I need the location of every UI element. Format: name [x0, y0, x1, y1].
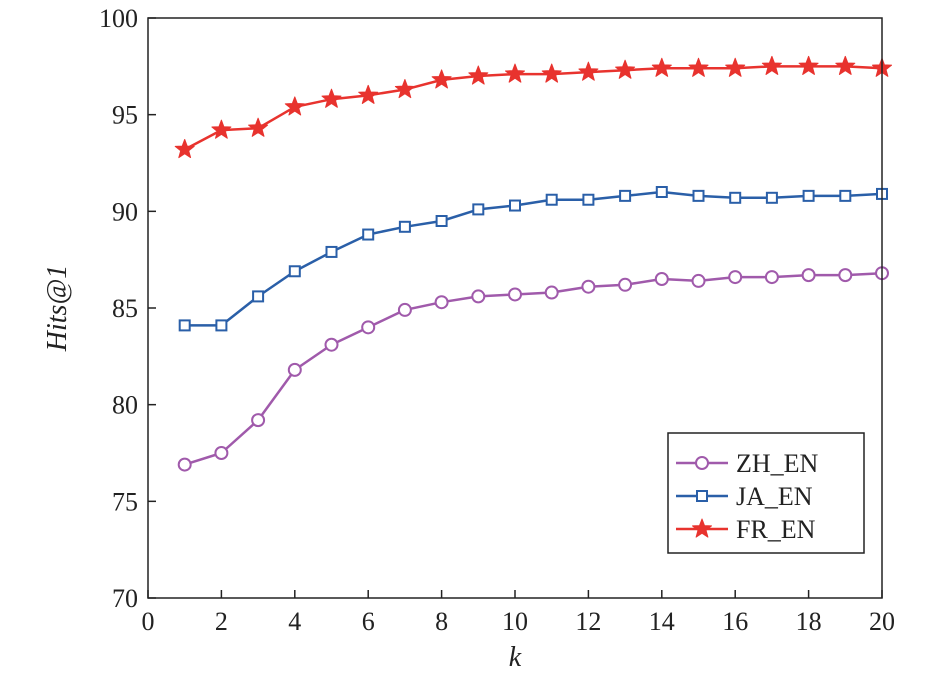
data-point-zh-en: [177, 457, 192, 472]
data-point-ja-en: [655, 186, 668, 198]
data-point-zh-en: [838, 268, 853, 283]
data-point-fr-en: [798, 55, 819, 75]
legend-entry-zh-en: ZH_EN: [676, 449, 819, 478]
series-layer: [174, 55, 893, 472]
y-tick-label: 90: [112, 197, 138, 226]
legend-label: ZH_EN: [736, 449, 819, 478]
data-point-fr-en: [468, 65, 489, 85]
data-point-zh-en: [508, 287, 522, 302]
x-tick-label: 4: [288, 607, 301, 636]
data-point-zh-en: [728, 270, 743, 285]
x-tick-label: 16: [722, 607, 748, 636]
data-point-ja-en: [582, 193, 595, 206]
data-point-ja-en: [398, 220, 411, 233]
data-point-zh-en: [397, 302, 412, 317]
data-point-ja-en: [619, 189, 632, 202]
legend-marker: [695, 456, 709, 470]
data-point-zh-en: [801, 268, 816, 283]
data-point-ja-en: [252, 290, 265, 303]
data-point-zh-en: [471, 289, 486, 304]
series-line-ja-en: [184, 190, 883, 327]
data-point-fr-en: [835, 55, 856, 75]
data-point-ja-en: [509, 199, 521, 212]
x-tick-label: 14: [649, 607, 675, 636]
y-tick-label: 75: [112, 487, 138, 516]
series-line-fr-en: [184, 65, 883, 151]
data-point-fr-en: [651, 57, 672, 77]
data-point-zh-en: [618, 277, 633, 292]
data-point-ja-en: [692, 189, 705, 202]
data-point-ja-en: [215, 319, 228, 332]
data-point-fr-en: [358, 84, 379, 104]
data-point-fr-en: [284, 96, 305, 116]
data-point-fr-en: [615, 59, 636, 79]
x-tick-label: 2: [215, 607, 228, 636]
data-point-zh-en: [251, 413, 266, 428]
data-point-fr-en: [761, 55, 782, 75]
data-point-ja-en: [178, 319, 191, 332]
data-point-ja-en: [729, 191, 742, 204]
data-point-fr-en: [725, 57, 746, 77]
data-point-fr-en: [174, 138, 195, 159]
data-point-zh-en: [764, 270, 779, 285]
x-tick-label: 6: [362, 607, 375, 636]
legend-marker: [696, 490, 708, 502]
data-point-fr-en: [321, 88, 342, 108]
data-point-fr-en: [431, 69, 452, 89]
data-point-ja-en: [288, 265, 301, 278]
data-point-zh-en: [691, 273, 706, 288]
y-tick-label: 70: [112, 584, 138, 613]
data-point-fr-en: [541, 63, 562, 83]
data-point-ja-en: [325, 245, 338, 258]
legend-label: JA_EN: [736, 482, 813, 511]
data-point-zh-en: [434, 295, 449, 310]
x-tick-label: 10: [502, 607, 528, 636]
x-tick-label: 18: [796, 607, 822, 636]
data-point-fr-en: [248, 117, 269, 137]
y-tick-label: 85: [112, 294, 138, 323]
x-tick-label: 12: [575, 607, 601, 636]
data-point-ja-en: [545, 193, 558, 206]
data-point-ja-en: [362, 228, 375, 241]
x-tick-label: 8: [435, 607, 448, 636]
data-point-zh-en: [324, 337, 339, 352]
x-axis-title: k: [509, 642, 522, 673]
data-point-fr-en: [578, 61, 599, 81]
x-tick-label: 20: [869, 607, 895, 636]
legend: ZH_EN JA_EN FR_EN: [667, 432, 865, 554]
series-fr-en: [174, 55, 893, 159]
data-point-fr-en: [211, 119, 232, 139]
data-point-ja-en: [765, 191, 778, 204]
data-point-fr-en: [504, 63, 526, 83]
data-point-ja-en: [802, 189, 815, 202]
legend-entry-ja-en: JA_EN: [676, 482, 813, 511]
data-point-zh-en: [581, 279, 596, 294]
y-tick-label: 80: [112, 391, 138, 420]
data-point-zh-en: [361, 320, 376, 335]
data-point-zh-en: [214, 446, 229, 460]
y-tick-label: 100: [99, 4, 138, 33]
x-tick-label: 0: [142, 607, 155, 636]
data-point-fr-en: [688, 57, 709, 77]
legend-marker: [691, 518, 713, 538]
data-point-zh-en: [654, 272, 669, 286]
data-point-zh-en: [287, 362, 302, 377]
series-zh-en: [177, 266, 889, 472]
y-axis-title: Hits@1: [42, 265, 73, 352]
data-point-ja-en: [839, 189, 852, 202]
data-point-ja-en: [472, 203, 485, 216]
data-point-ja-en: [435, 215, 448, 227]
ticks-layer: 0 2 4 6 8 10 12 14 16 18 20 70 75 80 85 90 95 100: [99, 4, 895, 636]
data-point-zh-en: [544, 285, 559, 300]
data-point-fr-en: [394, 79, 415, 99]
y-tick-label: 95: [112, 101, 138, 130]
legend-label: FR_EN: [736, 515, 816, 544]
series-ja-en: [178, 186, 888, 332]
legend-entry-fr-en: FR_EN: [676, 515, 816, 544]
